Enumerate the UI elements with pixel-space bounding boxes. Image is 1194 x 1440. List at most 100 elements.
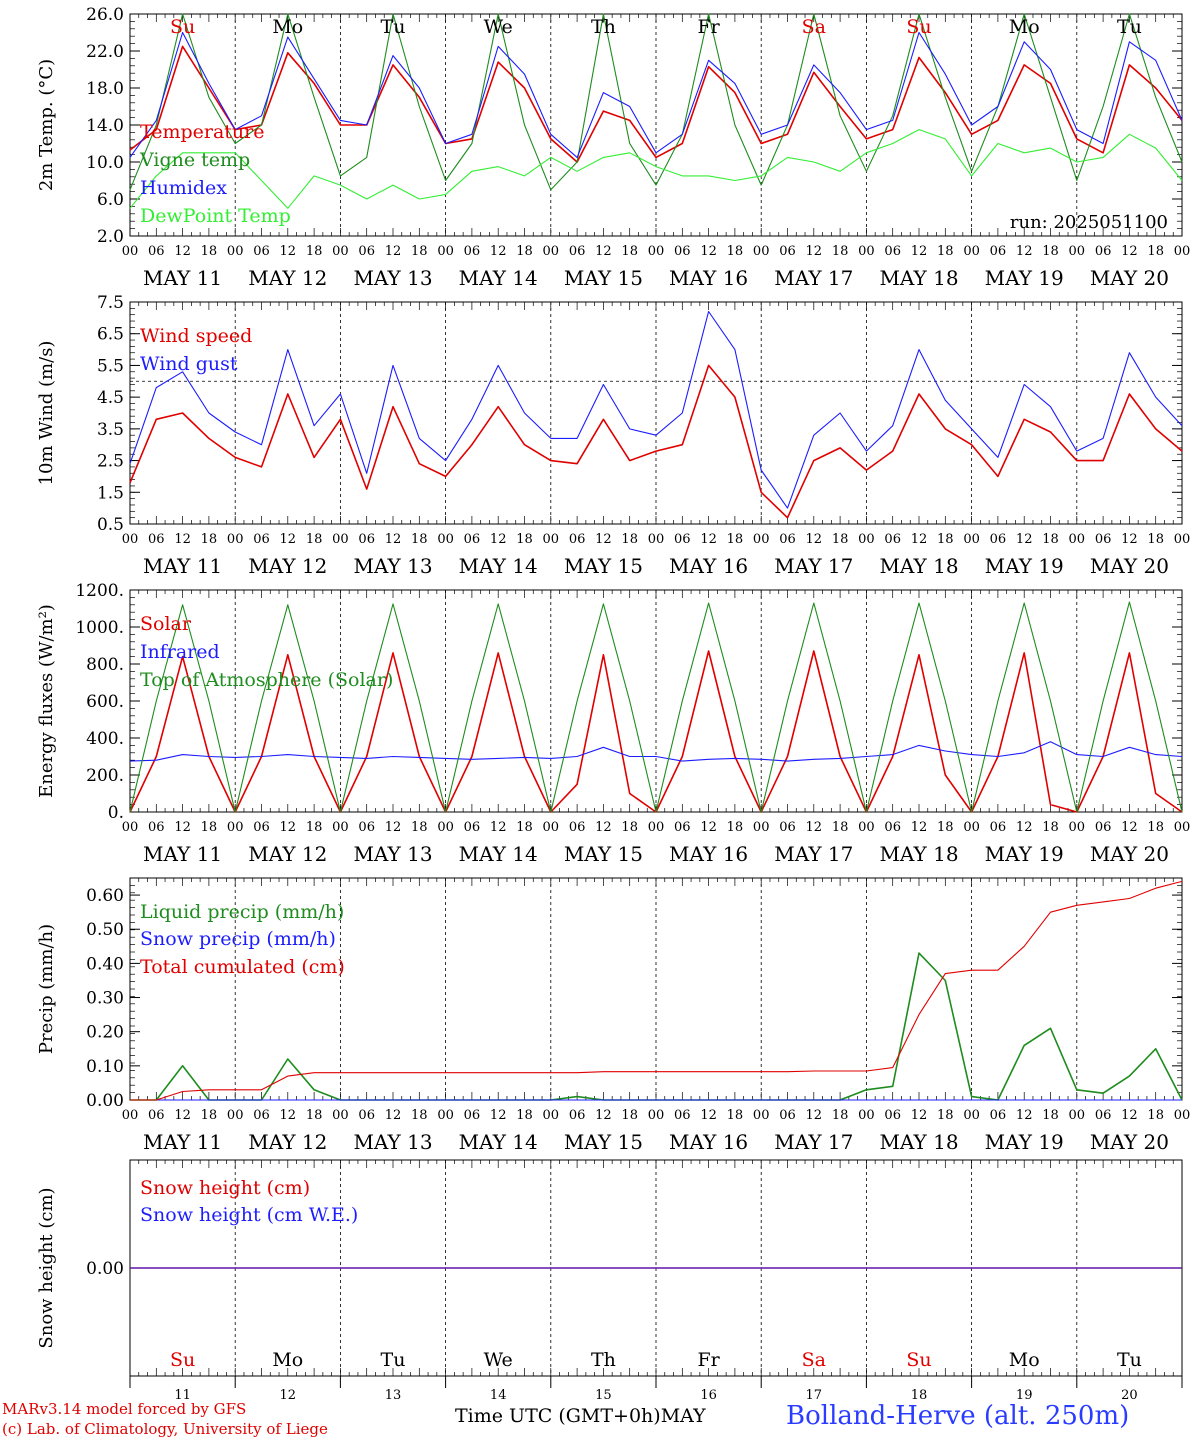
hour-tick-label: 12: [700, 1108, 717, 1123]
hour-tick-label: 18: [937, 1108, 954, 1123]
hour-tick-label: 06: [884, 244, 901, 259]
hour-tick-label: 12: [174, 1108, 191, 1123]
hour-tick-label: 12: [911, 820, 928, 835]
day-label: MAY 20: [1090, 554, 1169, 578]
day-label: MAY 13: [353, 266, 432, 290]
day-label: MAY 11: [143, 1130, 222, 1154]
hour-tick-label: 18: [516, 244, 533, 259]
day-label: MAY 15: [564, 1130, 643, 1154]
day-number-label: 14: [490, 1388, 507, 1403]
hour-tick-label: 06: [569, 532, 586, 547]
day-number-label: 12: [280, 1388, 297, 1403]
hour-tick-label: 12: [490, 820, 507, 835]
series-line-dewpoint-temp: [129, 129, 1183, 209]
hour-tick-label: 18: [832, 244, 849, 259]
hour-tick-label: 06: [674, 532, 691, 547]
hour-tick-label: 00: [963, 820, 980, 835]
hour-tick-label: 00: [858, 244, 875, 259]
day-label: MAY 14: [459, 1130, 538, 1154]
y-tick-label: 2.0: [97, 227, 124, 247]
y-tick-label: 0.50: [86, 920, 124, 940]
y-tick-label: 10.0: [86, 153, 124, 173]
hour-tick-label: 00: [963, 1108, 980, 1123]
hour-tick-label: 18: [516, 820, 533, 835]
hour-tick-label: 06: [148, 820, 165, 835]
hour-tick-label: 12: [490, 244, 507, 259]
x-axis-title: Time UTC (GMT+0h): [455, 1405, 661, 1427]
series-line-top-of-atmosphere-solar-: [129, 601, 1183, 813]
hour-tick-label: 00: [753, 532, 770, 547]
day-label: MAY 13: [353, 554, 432, 578]
hour-tick-label: 00: [963, 532, 980, 547]
weekday-label: Mo: [1009, 16, 1040, 38]
day-label: MAY 17: [774, 266, 853, 290]
hour-tick-label: 18: [1042, 244, 1059, 259]
y-tick-label: 0.00: [86, 1091, 124, 1111]
weekday-label: Th: [591, 1349, 616, 1371]
y-axis-label: 10m Wind (m/s): [36, 341, 57, 486]
hour-tick-label: 00: [753, 1108, 770, 1123]
hour-tick-label: 00: [543, 244, 560, 259]
hour-tick-label: 00: [648, 532, 665, 547]
hour-tick-label: 18: [727, 244, 744, 259]
hour-tick-label: 12: [280, 1108, 297, 1123]
hour-tick-label: 00: [648, 820, 665, 835]
hour-tick-label: 18: [516, 532, 533, 547]
y-tick-label: 4.5: [97, 388, 124, 408]
legend-entry: Humidex: [140, 177, 227, 199]
legend-entry: Snow height (cm W.E.): [140, 1204, 358, 1226]
hour-tick-label: 00: [543, 532, 560, 547]
hour-tick-label: 18: [306, 532, 323, 547]
run-label: run: 2025051100: [1010, 212, 1168, 233]
hour-tick-label: 00: [1174, 532, 1191, 547]
hour-tick-label: 06: [569, 1108, 586, 1123]
hour-tick-label: 12: [700, 532, 717, 547]
hour-tick-label: 12: [280, 532, 297, 547]
day-label: MAY 12: [248, 1130, 327, 1154]
hour-tick-label: 12: [700, 820, 717, 835]
panel-snow: 0.00 Snow height (cm) Snow height (cm) Snow…: [36, 1159, 1183, 1403]
day-label: MAY 11: [143, 554, 222, 578]
hour-tick-label: 18: [411, 820, 428, 835]
hour-tick-label: 18: [306, 820, 323, 835]
hour-tick-label: 00: [437, 820, 454, 835]
hour-tick-label: 06: [253, 1108, 270, 1123]
weekday-label: Mo: [1009, 1349, 1040, 1371]
legend-entry: DewPoint Temp: [140, 205, 291, 227]
hour-tick-label: 18: [1042, 532, 1059, 547]
hour-tick-label: 12: [806, 1108, 823, 1123]
hour-tick-label: 06: [1095, 820, 1112, 835]
y-axis-label: Precip (mm/h): [36, 924, 57, 1054]
hour-tick-label: 00: [227, 820, 244, 835]
hour-tick-label: 18: [621, 532, 638, 547]
hour-tick-label: 00: [227, 244, 244, 259]
hour-tick-label: 12: [174, 244, 191, 259]
hour-tick-label: 00: [543, 1108, 560, 1123]
hour-tick-label: 18: [516, 1108, 533, 1123]
day-label: MAY 19: [985, 1130, 1064, 1154]
weekday-label: Fr: [697, 1349, 720, 1371]
y-axis-label: 2m Temp. (°C): [36, 59, 57, 191]
hour-tick-label: 12: [911, 532, 928, 547]
y-axis-label: Snow height (cm): [36, 1187, 57, 1348]
hour-tick-label: 00: [858, 1108, 875, 1123]
hour-tick-label: 12: [490, 532, 507, 547]
day-label: MAY 17: [774, 554, 853, 578]
y-tick-label: 600.: [86, 692, 124, 712]
series-line-infrared: [129, 741, 1183, 762]
day-label: MAY 11: [143, 266, 222, 290]
hour-tick-label: 18: [306, 1108, 323, 1123]
hour-tick-label: 06: [884, 532, 901, 547]
hour-tick-label: 18: [937, 244, 954, 259]
station-name: Bolland-Herve (alt. 250m): [786, 1401, 1130, 1431]
day-label: MAY 16: [669, 842, 748, 866]
y-tick-label: 1000.: [75, 618, 124, 638]
hour-tick-label: 00: [1174, 1108, 1191, 1123]
day-label: MAY 14: [459, 266, 538, 290]
hour-tick-label: 06: [884, 820, 901, 835]
hour-tick-label: 18: [411, 244, 428, 259]
hour-tick-label: 12: [174, 532, 191, 547]
hour-tick-label: 06: [358, 244, 375, 259]
y-tick-label: 1.5: [97, 483, 124, 503]
